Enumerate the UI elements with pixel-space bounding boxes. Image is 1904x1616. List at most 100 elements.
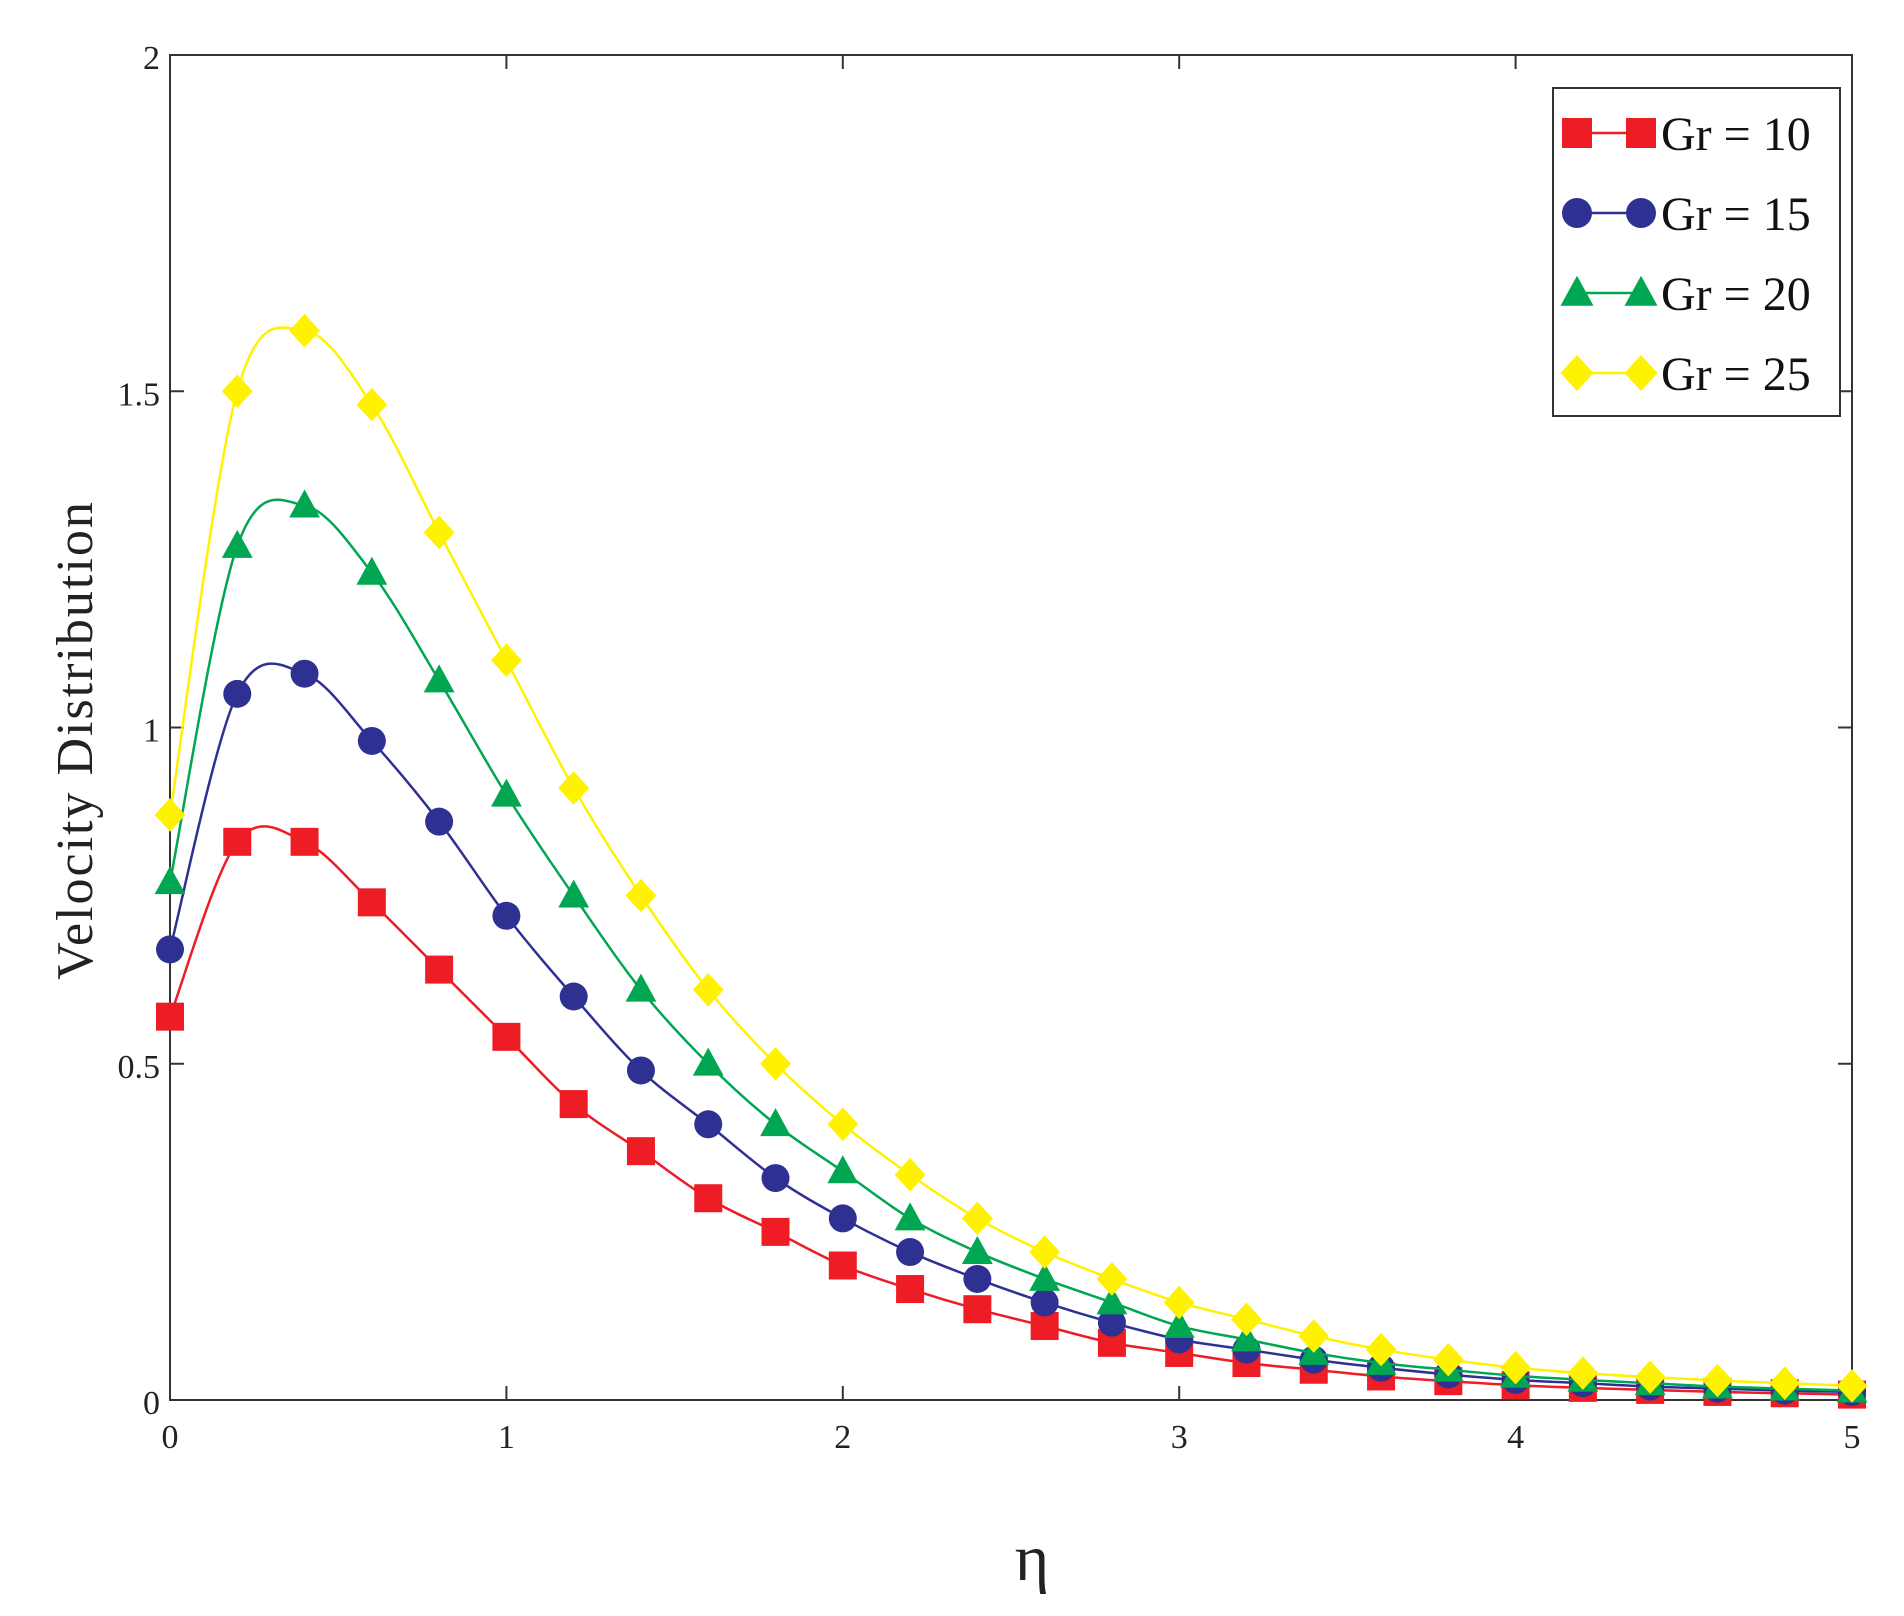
- y-tick-label: 0.5: [118, 1049, 161, 1086]
- data-point-circle: [896, 1238, 925, 1267]
- data-point-circle: [290, 659, 319, 688]
- data-point-square: [223, 827, 252, 856]
- data-point-diamond: [894, 1157, 926, 1192]
- data-point-circle: [357, 726, 386, 755]
- data-point-triangle: [692, 1047, 724, 1076]
- series-layer: [154, 313, 1868, 1409]
- y-tick-label: 1.5: [118, 376, 161, 413]
- data-point-triangle: [558, 879, 590, 908]
- data-point-circle: [156, 935, 184, 964]
- x-tick-label: 3: [1171, 1419, 1188, 1456]
- data-point-diamond: [1634, 1360, 1666, 1394]
- data-point-diamond: [558, 771, 590, 805]
- data-point-circle: [828, 1204, 857, 1233]
- series-line: [168, 662, 1853, 1394]
- data-point-circle: [694, 1110, 723, 1139]
- data-point-triangle: [1029, 1262, 1061, 1291]
- y-tick-label: 2: [143, 40, 160, 77]
- data-point-square: [694, 1184, 723, 1213]
- x-tick-label: 2: [834, 1419, 851, 1456]
- data-point-diamond: [1163, 1285, 1195, 1320]
- data-point-diamond: [1769, 1366, 1801, 1400]
- legend-marker-circle: [1562, 198, 1592, 228]
- legend-marker-circle: [1626, 198, 1656, 228]
- data-point-square: [357, 888, 386, 917]
- data-point-diamond: [491, 643, 522, 678]
- data-point-square: [290, 827, 319, 856]
- legend-item: Gr = 15: [1562, 188, 1811, 241]
- data-point-triangle: [760, 1108, 791, 1137]
- y-axis-title: Velocity Distribution: [47, 500, 104, 980]
- data-point-diamond: [423, 515, 455, 550]
- x-tick-labels: 0 1 2 3 4 5: [162, 1419, 1861, 1456]
- data-point-square: [963, 1295, 992, 1324]
- data-point-circle: [559, 982, 588, 1011]
- data-point-diamond: [827, 1107, 859, 1142]
- x-axis-title: η: [1015, 1522, 1050, 1595]
- data-point-square: [626, 1137, 655, 1166]
- data-point-diamond: [1096, 1262, 1128, 1296]
- data-point-triangle: [154, 866, 186, 895]
- data-point-circle: [425, 807, 454, 836]
- data-point-square: [425, 955, 454, 984]
- legend-marker-triangle: [1560, 275, 1594, 306]
- series-diamond: [154, 313, 1868, 1403]
- plot-frame: [169, 54, 1853, 1401]
- data-point-circle: [626, 1056, 655, 1085]
- data-point-circle: [761, 1164, 790, 1193]
- y-tick-label: 0: [143, 1385, 160, 1422]
- legend-label: Gr = 20: [1661, 268, 1811, 321]
- data-point-square: [761, 1217, 790, 1246]
- data-point-diamond: [1567, 1356, 1599, 1390]
- data-point-square: [896, 1275, 925, 1304]
- data-point-diamond: [1298, 1319, 1330, 1353]
- data-point-triangle: [625, 973, 657, 1002]
- data-point-triangle: [221, 529, 253, 558]
- legend-marker-square: [1626, 118, 1656, 148]
- legend-label: Gr = 25: [1661, 348, 1811, 401]
- legend-marker-square: [1562, 118, 1592, 148]
- data-point-square: [1030, 1312, 1059, 1341]
- data-point-diamond: [1029, 1235, 1061, 1269]
- data-point-diamond: [1836, 1369, 1868, 1403]
- data-point-square: [828, 1251, 857, 1280]
- data-point-circle: [1030, 1288, 1059, 1317]
- data-point-triangle: [356, 556, 388, 585]
- y-tick-labels: 0 0.5 1 1.5 2: [118, 40, 161, 1422]
- data-point-diamond: [221, 374, 253, 409]
- legend: Gr = 10 Gr = 15 Gr = 20 Gr = 25: [1552, 87, 1841, 417]
- x-tick-label: 1: [498, 1419, 515, 1456]
- x-tick-label: 4: [1507, 1419, 1524, 1456]
- data-point-diamond: [1500, 1350, 1531, 1385]
- data-point-triangle: [1231, 1323, 1262, 1352]
- data-point-triangle: [491, 778, 522, 807]
- data-point-diamond: [1231, 1302, 1262, 1337]
- data-point-triangle: [961, 1235, 993, 1264]
- data-point-diamond: [1702, 1363, 1733, 1398]
- legend-item: Gr = 10: [1562, 108, 1811, 161]
- legend-marker-diamond: [1624, 355, 1658, 391]
- data-point-diamond: [692, 972, 724, 1007]
- x-tick-label: 0: [162, 1419, 179, 1456]
- legend-marker-diamond: [1560, 355, 1594, 391]
- data-point-square: [559, 1090, 588, 1119]
- data-point-diamond: [154, 798, 186, 832]
- data-point-circle: [963, 1264, 992, 1293]
- data-point-circle: [223, 679, 252, 708]
- data-point-diamond: [760, 1046, 791, 1081]
- data-point-circle: [1097, 1308, 1126, 1337]
- data-point-diamond: [1365, 1332, 1397, 1367]
- data-point-diamond: [1432, 1342, 1464, 1377]
- legend-label: Gr = 15: [1661, 188, 1811, 241]
- data-point-diamond: [289, 313, 320, 348]
- data-point-triangle: [1163, 1309, 1195, 1338]
- legend-box: [1552, 87, 1841, 417]
- legend-item: Gr = 20: [1560, 268, 1811, 321]
- data-point-triangle: [827, 1155, 859, 1184]
- x-tick-label: 5: [1844, 1419, 1861, 1456]
- series-triangle: [154, 489, 1868, 1403]
- data-point-triangle: [289, 489, 320, 518]
- legend-marker-triangle: [1624, 275, 1658, 306]
- data-point-triangle: [894, 1202, 926, 1231]
